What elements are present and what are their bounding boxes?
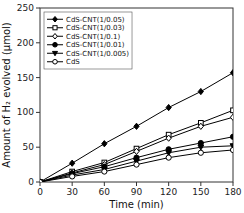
point (198, 123, 203, 129)
point (198, 145, 204, 150)
y-tick (36, 8, 40, 9)
point (166, 155, 171, 160)
point (231, 108, 233, 113)
x-tick-label: 90 (131, 187, 143, 197)
legend-label: CdS-CNT(1/0.03) (66, 24, 125, 32)
series-line (40, 137, 233, 182)
point (134, 123, 139, 129)
point (134, 162, 139, 167)
legend-label: CdS (66, 58, 80, 66)
x-tick (104, 182, 105, 186)
x-tick (40, 182, 41, 186)
point (230, 147, 233, 152)
series-line (40, 146, 233, 182)
legend-label: CdS-CNT(1/0.005) (66, 50, 129, 58)
chart: 0 30 60 90 120 150 180 0 50 100 150 200 250 Time (min… (0, 0, 244, 213)
point (40, 179, 43, 182)
y-tick-label: 100 (17, 107, 34, 117)
point (102, 169, 107, 174)
y-tick-label: 150 (17, 73, 34, 83)
point (230, 134, 233, 139)
legend: CdS-CNT(1/0.05)CdS-CNT(1/0.03)CdS-CNT(1/… (44, 12, 132, 69)
point (70, 174, 75, 179)
y-tick (36, 182, 40, 183)
x-tick-label: 60 (99, 187, 111, 197)
x-tick (233, 182, 234, 186)
point (198, 88, 203, 94)
point (230, 70, 233, 76)
point (134, 148, 139, 154)
x-tick-label: 30 (66, 187, 78, 197)
legend-label: CdS-CNT(1/0.05) (66, 16, 125, 24)
point (198, 150, 203, 155)
point (230, 114, 233, 120)
legend-marker (52, 51, 57, 55)
point (40, 180, 43, 182)
y-tick (36, 147, 40, 148)
x-tick (168, 182, 169, 186)
y-tick (36, 77, 40, 78)
point (40, 179, 43, 182)
plot-frame (40, 8, 233, 182)
series-line (40, 117, 233, 182)
legend-marker (53, 33, 58, 39)
legend-marker (53, 16, 58, 22)
y-tick (36, 112, 40, 113)
point (102, 141, 107, 147)
legend-marker (53, 42, 58, 47)
y-tick (36, 42, 40, 43)
x-axis-label: Time (min) (108, 199, 163, 210)
series-line (40, 110, 233, 182)
y-tick-label: 0 (28, 177, 34, 187)
point (70, 160, 75, 166)
series-line (40, 73, 233, 182)
x-tick-label: 180 (224, 187, 241, 197)
y-axis-label: Amount of H₂ evolved (μmol) (1, 22, 12, 167)
legend-marker (53, 26, 57, 30)
y-tick-label: 250 (17, 3, 34, 13)
plot-data (40, 70, 233, 182)
y-tick-label: 200 (17, 38, 34, 48)
point (40, 180, 42, 182)
point (166, 135, 171, 141)
series-line (40, 150, 233, 182)
legend-frame (44, 12, 132, 69)
point (40, 179, 43, 182)
x-tick-label: 150 (192, 187, 209, 197)
x-tick (72, 182, 73, 186)
legend-label: CdS-CNT(1/0.01) (66, 41, 125, 49)
legend-marker (53, 59, 58, 64)
x-tick-label: 120 (160, 187, 177, 197)
x-tick-label: 0 (37, 187, 43, 197)
x-tick (136, 182, 137, 186)
x-tick (200, 182, 201, 186)
point (166, 104, 171, 110)
y-tick-label: 50 (23, 142, 35, 152)
point (40, 179, 43, 182)
legend-label: CdS-CNT(1/0.1) (66, 33, 120, 41)
